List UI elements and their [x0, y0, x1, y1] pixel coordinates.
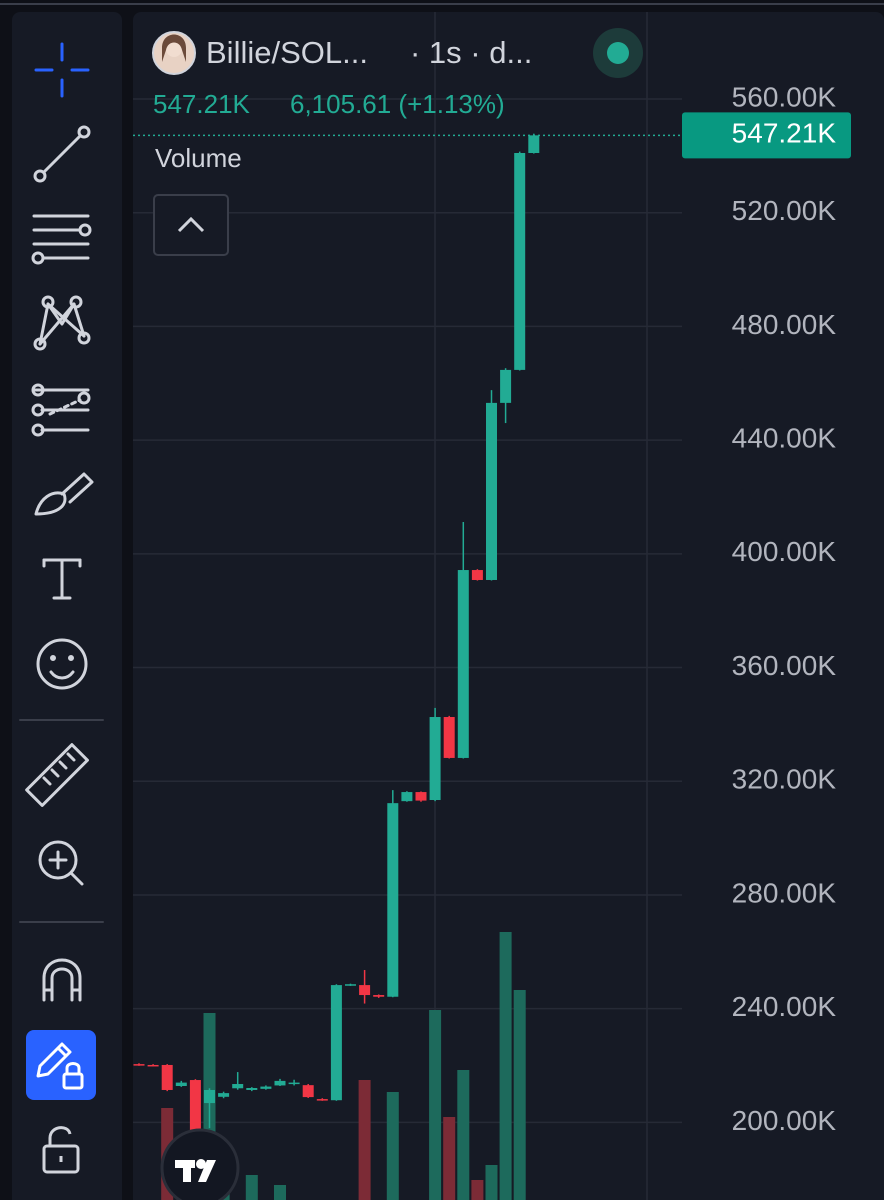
last-price-label: 547.21K — [732, 118, 837, 149]
prediction-tool[interactable] — [31, 383, 91, 437]
candle-body — [133, 1064, 145, 1066]
text-tool[interactable] — [42, 558, 82, 600]
candle-body — [260, 1086, 272, 1089]
volume-bar — [513, 990, 526, 1200]
brush-tool[interactable] — [34, 472, 94, 516]
candle-body — [443, 717, 455, 758]
candle-body — [471, 570, 483, 580]
volume-bar — [358, 1080, 371, 1200]
magnet-tool[interactable] — [42, 958, 82, 1002]
lock-tool[interactable] — [42, 1126, 80, 1174]
y-tick-label: 240.00K — [732, 991, 837, 1022]
volume-bar — [429, 1010, 442, 1200]
candle-body — [415, 792, 427, 801]
fib-tool[interactable] — [31, 214, 92, 265]
y-tick-label: 320.00K — [732, 764, 837, 795]
candle-body — [302, 1085, 314, 1098]
y-tick-label: 560.00K — [732, 81, 837, 112]
volume-bar — [471, 1180, 484, 1200]
volume-bar — [485, 1165, 498, 1200]
y-tick-label: 480.00K — [732, 309, 837, 340]
last-price-value: 547.21K — [153, 89, 251, 119]
market-status[interactable] — [607, 42, 629, 64]
interval[interactable]: · 1s · d... — [410, 35, 532, 70]
y-tick-label: 520.00K — [732, 195, 837, 226]
candle-body — [401, 792, 413, 802]
volume-bar — [499, 932, 512, 1200]
avatar-hair — [162, 34, 186, 62]
volume-bar — [386, 1092, 399, 1200]
candle-body — [387, 803, 399, 997]
last-price-tag — [682, 112, 851, 159]
y-tick-label: 200.00K — [732, 1105, 837, 1136]
candle-body — [359, 985, 371, 996]
crosshair-tool[interactable] — [34, 42, 90, 98]
pattern-tool[interactable] — [33, 295, 91, 351]
toolbar — [12, 12, 122, 1200]
candle-body — [189, 1080, 201, 1131]
avatar-face — [166, 41, 182, 57]
price-axis: 200.00K 240.00K 280.00K 320.00K 360.00K 400.0… — [682, 81, 851, 1136]
candle-body — [500, 369, 512, 403]
lock-drawings-button[interactable] — [26, 1030, 96, 1100]
candle-body — [373, 995, 385, 997]
zoom-tool[interactable] — [38, 840, 84, 886]
candle-body — [204, 1089, 215, 1104]
volume-indicator-label[interactable]: Volume — [155, 143, 242, 173]
candle-body — [528, 135, 540, 154]
candle-body — [457, 570, 469, 758]
y-tick-label: 360.00K — [732, 650, 837, 681]
ruler-tool[interactable] — [25, 743, 89, 807]
candle-body — [246, 1087, 258, 1090]
y-tick-label: 440.00K — [732, 423, 837, 454]
candle-body — [345, 984, 356, 986]
candle-body — [161, 1064, 173, 1090]
candle-body — [429, 717, 441, 801]
candle-body — [274, 1080, 286, 1086]
emoji-tool[interactable] — [36, 638, 88, 690]
change-value: 6,105.61 (+1.13%) — [290, 89, 505, 119]
candle-body — [147, 1064, 159, 1067]
plot — [133, 133, 682, 1200]
collapse-chevron — [177, 216, 205, 233]
logo — [175, 1159, 216, 1182]
volume-bar — [443, 1117, 456, 1200]
y-tick-label: 400.00K — [732, 536, 837, 567]
candle-body — [218, 1093, 230, 1097]
candle-body — [175, 1082, 187, 1087]
candle-body — [232, 1084, 244, 1089]
volume-bar — [245, 1175, 258, 1200]
symbol[interactable]: Billie/SOL... — [206, 35, 368, 70]
collapse-button[interactable] — [153, 194, 229, 256]
candle-body — [486, 402, 497, 580]
lock-drawings-icon — [36, 1042, 84, 1090]
candle-body — [330, 985, 342, 1101]
candle-body — [288, 1082, 300, 1085]
y-tick-label: 280.00K — [732, 877, 837, 908]
volume-bar — [457, 1070, 470, 1200]
candle-body — [316, 1099, 328, 1101]
chart-panel — [133, 12, 884, 1200]
trend-line-tool[interactable] — [33, 125, 91, 183]
volume-bar — [274, 1185, 286, 1200]
candle-body — [514, 153, 526, 370]
